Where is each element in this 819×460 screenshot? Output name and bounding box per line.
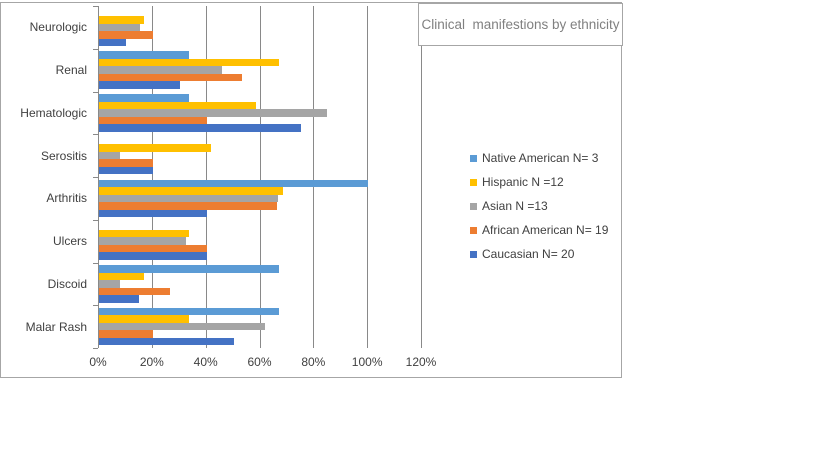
bar xyxy=(99,124,301,132)
bar xyxy=(99,272,144,281)
bar xyxy=(99,94,189,102)
legend-item: Caucasian N= 20 xyxy=(470,242,608,266)
x-axis-tick-label: 20% xyxy=(139,355,164,369)
category-axis-tick xyxy=(93,262,98,264)
category-axis-tick xyxy=(93,348,98,349)
chart-title-box: Clinical manifestions by ethnicity xyxy=(418,3,623,46)
legend: Native American N= 3 Hispanic N =12 Asian … xyxy=(470,146,608,266)
legend-label: Native American N= 3 xyxy=(482,151,599,165)
bar xyxy=(99,187,284,195)
bar xyxy=(99,194,278,203)
bar xyxy=(99,237,186,245)
bar xyxy=(99,322,265,331)
category-axis-tick xyxy=(93,134,98,136)
chart-title: Clinical manifestions by ethnicity xyxy=(421,17,620,32)
bar xyxy=(99,159,153,167)
bar xyxy=(99,244,207,253)
bar xyxy=(99,229,189,238)
bar xyxy=(99,179,369,188)
legend-swatch-icon xyxy=(470,250,477,258)
category-label: Malar Rash xyxy=(25,319,87,334)
bar xyxy=(99,330,153,338)
gridline xyxy=(313,6,315,348)
bar xyxy=(99,151,120,160)
category-axis-tick xyxy=(93,177,98,178)
legend-item: Native American N= 3 xyxy=(470,146,608,170)
bar xyxy=(99,287,171,296)
gridline xyxy=(367,6,369,348)
category-label: Serositis xyxy=(40,148,87,163)
legend-label: Caucasian N= 20 xyxy=(482,247,575,261)
x-axis-tick-label: 0% xyxy=(89,355,107,369)
bar xyxy=(99,280,120,288)
legend-label: Hispanic N =12 xyxy=(482,175,564,189)
bar xyxy=(99,51,189,59)
bar xyxy=(99,58,279,67)
bar xyxy=(99,81,180,89)
category-label: Renal xyxy=(55,63,87,78)
bar xyxy=(99,307,279,316)
bar xyxy=(99,101,256,110)
bar xyxy=(99,144,212,152)
bar xyxy=(99,31,153,39)
legend-swatch-icon xyxy=(470,178,477,186)
y-axis-line xyxy=(98,6,99,348)
bar xyxy=(99,66,223,74)
plot-area xyxy=(93,6,422,349)
category-label: Neurologic xyxy=(29,20,87,35)
legend-item: Asian N =13 xyxy=(470,194,608,218)
gridline xyxy=(151,6,153,348)
legend-item: Hispanic N =12 xyxy=(470,170,608,194)
bar xyxy=(99,23,141,32)
bar xyxy=(99,315,189,323)
category-label: Hematologic xyxy=(20,105,87,120)
bar xyxy=(99,252,207,260)
category-label: Ulcers xyxy=(52,234,87,249)
bar xyxy=(99,202,278,210)
legend-swatch-icon xyxy=(470,202,477,210)
legend-label: African American N= 19 xyxy=(482,223,609,237)
category-label: Arthritis xyxy=(46,191,87,206)
x-axis-tick-label: 40% xyxy=(193,355,218,369)
category-axis-tick xyxy=(93,219,98,221)
bar xyxy=(99,116,207,125)
x-axis-tick-label: 100% xyxy=(351,355,383,369)
legend-item: African American N= 19 xyxy=(470,218,608,242)
bar xyxy=(99,295,140,303)
x-axis-tick-label: 80% xyxy=(301,355,326,369)
bar xyxy=(99,265,279,273)
bar xyxy=(99,73,242,82)
category-axis-tick xyxy=(93,6,98,7)
gridline xyxy=(421,6,422,348)
x-axis-tick-label: 120% xyxy=(405,355,437,369)
bar xyxy=(99,16,144,24)
category-label: Discoid xyxy=(47,276,87,291)
category-axis-tick xyxy=(93,305,98,307)
bar xyxy=(99,109,327,117)
category-axis-tick xyxy=(93,48,98,50)
gridline xyxy=(259,6,261,348)
legend-swatch-icon xyxy=(470,154,477,162)
category-axis-tick xyxy=(93,91,98,93)
x-axis-tick-label: 60% xyxy=(247,355,272,369)
legend-label: Asian N =13 xyxy=(482,199,548,213)
gridline xyxy=(205,6,207,348)
legend-swatch-icon xyxy=(470,226,477,234)
bar xyxy=(99,38,126,47)
bar xyxy=(99,337,234,346)
bar xyxy=(99,166,153,175)
bar xyxy=(99,209,207,218)
chart-frame: Clinical manifestions by ethnicity Nativ… xyxy=(0,2,623,378)
